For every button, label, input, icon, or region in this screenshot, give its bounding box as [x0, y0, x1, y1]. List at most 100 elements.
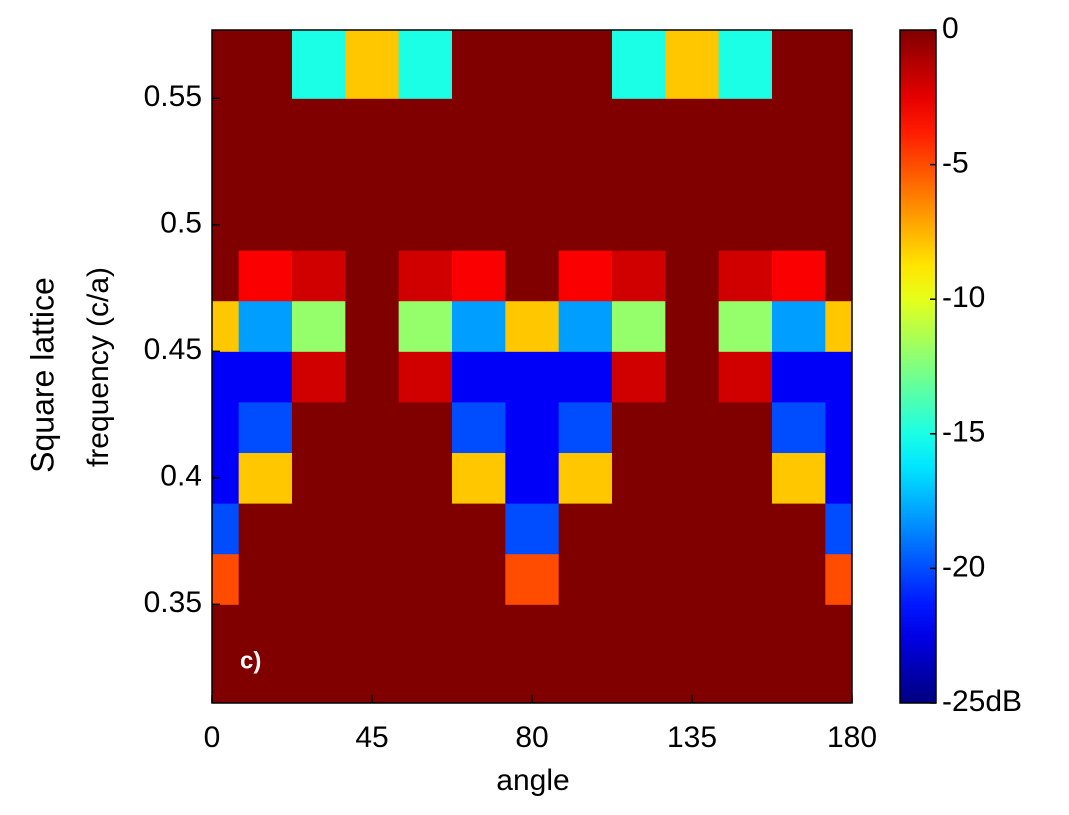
heatmap-cell: [292, 604, 346, 656]
heatmap-cell: [398, 300, 453, 352]
heatmap-cell: [345, 351, 400, 403]
heatmap-cell: [718, 654, 773, 703]
heatmap-cell: [238, 30, 293, 99]
heatmap-cell: [772, 148, 826, 201]
annotation: c): [240, 647, 261, 674]
y-tick-label: 0.4: [160, 460, 202, 493]
heatmap-cell: [238, 98, 293, 150]
heatmap-cell: [398, 401, 453, 454]
heatmap-cell: [238, 452, 293, 504]
heatmap-cell: [505, 250, 560, 302]
heatmap-cell: [772, 351, 826, 403]
heatmap-cell: [345, 401, 400, 454]
heatmap-cell: [612, 604, 666, 656]
heatmap-cell: [612, 199, 666, 251]
heatmap-cell: [558, 654, 613, 703]
heatmap-cell: [398, 604, 453, 656]
heatmap-cell: [345, 300, 400, 352]
heatmap-cell: [452, 300, 506, 352]
y-tick-label: 0.55: [144, 80, 202, 113]
heatmap-cell: [772, 30, 826, 99]
heatmap-cell: [505, 98, 560, 150]
heatmap-cell: [665, 199, 720, 251]
x-tick-label: 45: [355, 721, 388, 754]
heatmap-cell: [345, 503, 400, 555]
heatmap-cell: [718, 401, 773, 454]
heatmap-cell: [505, 401, 560, 454]
heatmap-cell: [665, 654, 720, 703]
heatmap-cell: [558, 401, 613, 454]
heatmap-cell: [718, 199, 773, 251]
heatmap-cell: [772, 503, 826, 555]
heatmap-cell: [772, 654, 826, 703]
heatmap-cell: [398, 452, 453, 504]
heatmap-cell: [772, 300, 826, 352]
heatmap-cell: [452, 250, 506, 302]
heatmap-cell: [345, 30, 400, 99]
y-tick-label: 0.45: [144, 333, 202, 366]
heatmap-cell: [505, 604, 560, 656]
heatmap-cell: [558, 300, 613, 352]
heatmap-cell: [825, 401, 852, 454]
heatmap-cell: [212, 250, 240, 302]
heatmap-cell: [398, 553, 453, 605]
heatmap-cell: [452, 30, 506, 99]
heatmap-cell: [718, 300, 773, 352]
colorbar-tick-label: -15: [942, 416, 985, 449]
heatmap-cell: [212, 351, 240, 403]
heatmap-cell: [825, 250, 852, 302]
heatmap-cell: [505, 452, 560, 504]
heatmap-cell: [558, 30, 613, 99]
heatmap-cell: [452, 654, 506, 703]
y-axis-label: Square lattice: [24, 277, 60, 473]
heatmap-cell: [612, 503, 666, 555]
heatmap-cell: [238, 553, 293, 605]
heatmap-cell: [772, 452, 826, 504]
colorbar-tick-label: -10: [942, 281, 985, 314]
heatmap-cell: [452, 604, 506, 656]
heatmap-cell: [238, 351, 293, 403]
heatmap-cell: [398, 199, 453, 251]
heatmap-cell: [292, 351, 346, 403]
heatmap-cell: [238, 199, 293, 251]
heatmap-cell: [665, 250, 720, 302]
heatmap-cell: [558, 452, 613, 504]
heatmap-cell: [212, 148, 240, 201]
colorbar-tick-label: -20: [942, 550, 985, 583]
heatmap-cell: [452, 452, 506, 504]
heatmap-cell: [612, 300, 666, 352]
heatmap-cell: [665, 553, 720, 605]
heatmap-cell: [505, 148, 560, 201]
heatmap-cell: [238, 604, 293, 656]
heatmap-cell: [772, 250, 826, 302]
heatmap-cell: [238, 401, 293, 454]
heatmap-cell: [558, 250, 613, 302]
x-axis-label: angle: [496, 764, 569, 797]
heatmap-cell: [238, 654, 293, 703]
heatmap-cell: [825, 148, 852, 201]
heatmap-cell: [665, 503, 720, 555]
heatmap-cell: [665, 98, 720, 150]
heatmap-cell: [398, 98, 453, 150]
heatmap-cell: [212, 300, 240, 352]
heatmap-cell: [718, 98, 773, 150]
heatmap-cell: [505, 300, 560, 352]
x-tick-label: 135: [667, 721, 717, 754]
heatmap-cell: [345, 553, 400, 605]
x-tick-label: 180: [827, 721, 877, 754]
heatmap-cell: [825, 351, 852, 403]
heatmap-cell: [612, 98, 666, 150]
heatmap-cell: [345, 654, 400, 703]
colorbar-tick-label: 0: [942, 12, 959, 45]
heatmap-cell: [558, 503, 613, 555]
heatmap-cell: [398, 250, 453, 302]
heatmap-cell: [718, 250, 773, 302]
heatmap-cell: [558, 351, 613, 403]
heatmap-cell: [238, 503, 293, 555]
heatmap-cell: [718, 503, 773, 555]
heatmap-cell: [718, 30, 773, 99]
heatmap-cell: [345, 148, 400, 201]
heatmap-cell: [212, 98, 240, 150]
heatmap-cell: [345, 452, 400, 504]
